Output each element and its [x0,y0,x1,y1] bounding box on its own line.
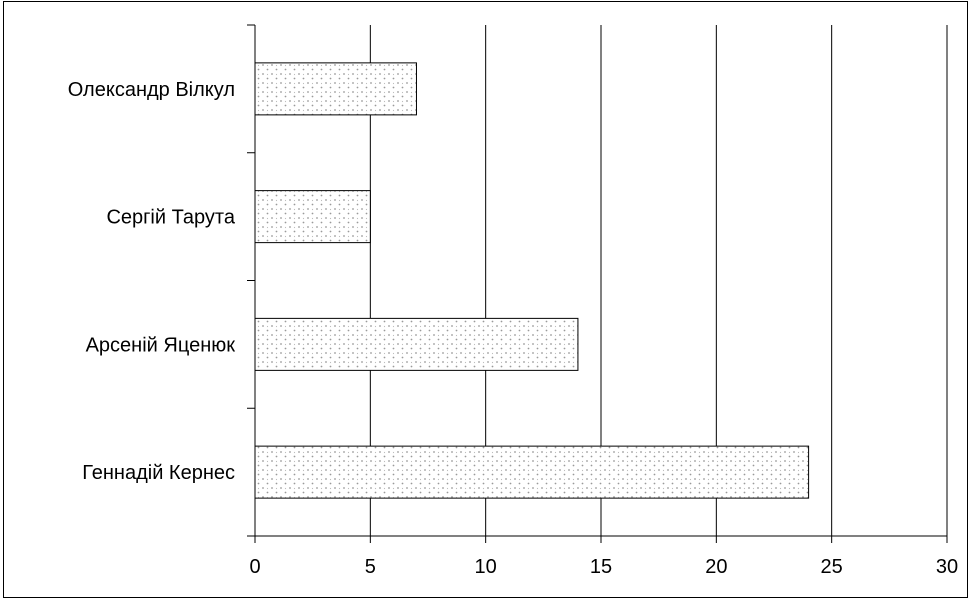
x-tick-label-5: 5 [365,556,376,578]
labels: 0 5 10 15 20 25 30 Олександр Вілкул Сергій Тарут… [68,79,958,578]
x-tick-label-30: 30 [936,556,958,578]
category-label-2: Арсеній Яценюк [86,334,236,356]
bar-1 [254,190,371,244]
bar-3 [254,445,810,499]
bars [254,62,810,499]
bar-2 [254,317,579,371]
x-tick-label-0: 0 [249,556,260,578]
category-label-0: Олександр Вілкул [68,79,235,101]
category-label-1: Сергій Тарута [106,207,235,229]
x-tick-label-20: 20 [705,556,727,578]
x-tick-label-25: 25 [821,556,843,578]
category-label-3: Геннадій Кернес [82,462,235,484]
bar-0 [254,62,417,116]
x-tick-label-15: 15 [590,556,612,578]
x-tick-label-10: 10 [475,556,497,578]
